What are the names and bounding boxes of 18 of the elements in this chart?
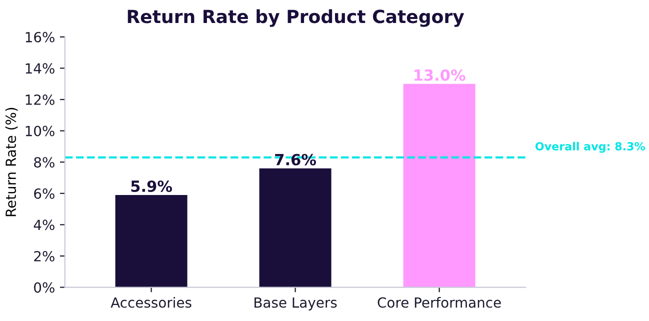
y-tick-label: 16%: [26, 32, 54, 42]
ref-line-label: Overall avg: 8.3%: [535, 142, 646, 153]
y-tick-label: 0%: [34, 282, 54, 293]
bar: [403, 84, 476, 288]
x-tick-label: Core Performance: [378, 297, 501, 308]
y-tick-label: 8%: [34, 157, 54, 168]
data-label: 5.9%: [131, 180, 172, 192]
chart-title: Return Rate by Product Category: [128, 9, 464, 27]
y-tick-label: 6%: [34, 188, 54, 199]
y-tick-label: 2%: [34, 250, 54, 262]
y-tick-label: 14%: [26, 63, 54, 74]
x-tick-label: Base Layers: [254, 297, 337, 310]
data-label: 13.0%: [414, 69, 466, 81]
y-axis-title: Return Rate (%): [5, 108, 18, 216]
y-tick-label: 4%: [34, 220, 54, 230]
y-tick-label: 10%: [26, 126, 54, 136]
x-tick-label: Accessories: [110, 297, 192, 308]
y-tick-label: 12%: [26, 94, 54, 105]
